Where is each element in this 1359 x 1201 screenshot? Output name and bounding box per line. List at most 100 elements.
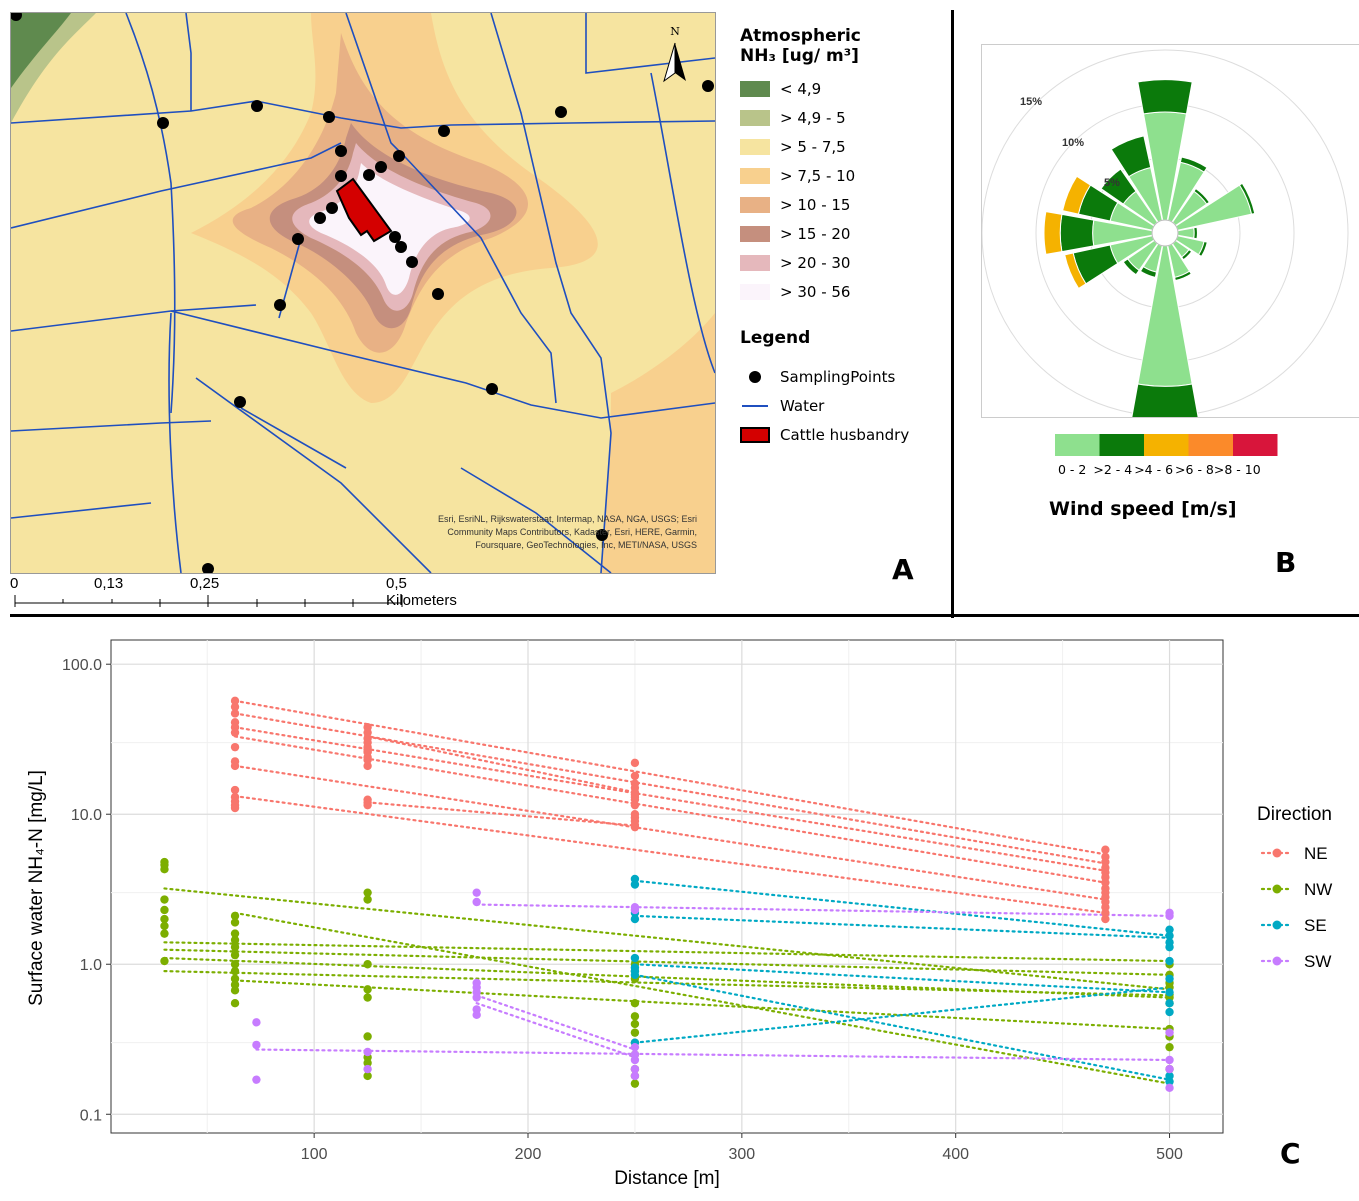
data-point-se — [1165, 1007, 1174, 1017]
water-line — [170, 310, 715, 419]
north-arrow-right-half — [675, 43, 686, 81]
sampling-point — [251, 100, 263, 112]
trend-line-nw — [163, 887, 1171, 991]
trend-line-nw — [163, 970, 1171, 997]
wind-bin-label: >6 - 8 — [1175, 462, 1214, 477]
panel-label-c: C — [1280, 1137, 1301, 1170]
north-arrow: N — [663, 25, 686, 83]
class-label: > 20 - 30 — [780, 253, 851, 272]
sampling-point — [157, 117, 169, 129]
data-point-se — [1165, 925, 1174, 934]
class-label: > 10 - 15 — [780, 195, 851, 214]
data-point-se — [630, 880, 640, 889]
wind-colorbar-swatch — [1099, 434, 1144, 456]
data-point-ne — [363, 745, 372, 754]
legend-key-point — [1272, 920, 1282, 930]
sampling-point — [292, 233, 304, 245]
data-point-ne — [630, 822, 640, 832]
wind-bin-label: >4 - 6 — [1134, 462, 1174, 477]
sampling-point — [375, 161, 387, 173]
trend-line-se — [633, 879, 1171, 937]
data-point-se — [1165, 988, 1174, 997]
class-label: > 30 - 56 — [780, 282, 851, 301]
data-point-ne — [230, 728, 240, 737]
sampling-point — [335, 145, 347, 157]
data-point-ne — [1101, 878, 1110, 887]
wind-petal-segment — [1043, 210, 1063, 256]
data-point-nw — [230, 966, 240, 976]
trend-line-sw — [255, 1048, 1171, 1062]
legend-label: Cattle husbandry — [780, 425, 910, 444]
x-tick-label: 100 — [301, 1146, 328, 1163]
data-point-nw — [1165, 1042, 1174, 1052]
data-point-ne — [1101, 845, 1110, 854]
wind-bin-label: >2 - 4 — [1093, 462, 1133, 477]
data-point-sw — [252, 1018, 261, 1027]
nh4-scatter-chart: 100 200 300 400 500 0.1 1.0 10.0 100.0 Distance … — [26, 639, 1332, 1189]
trend-line-nw — [233, 979, 1171, 1031]
horizontal-divider — [10, 614, 1359, 617]
trend-line-ne — [233, 735, 1107, 884]
water-line — [125, 13, 176, 414]
trend-line-ne — [233, 795, 1107, 914]
data-point-nw — [160, 865, 169, 874]
data-point-sw — [630, 1055, 640, 1065]
trend-line-nw — [163, 948, 1171, 976]
concentration-class: > 10 - 15 — [740, 190, 945, 219]
vertical-divider — [951, 10, 954, 618]
water-line — [11, 142, 342, 229]
wind-petal-segment — [1139, 265, 1158, 278]
data-point-nw — [630, 1019, 640, 1029]
wind-petal-segment — [1110, 135, 1152, 178]
sampling-point — [702, 80, 714, 92]
wind-colorbar-swatch — [1144, 434, 1189, 456]
data-point-sw — [630, 905, 640, 915]
wind-petal-segment — [1193, 187, 1211, 205]
water-network — [11, 13, 715, 573]
data-point-nw — [363, 960, 372, 969]
trend-line-se — [633, 914, 1171, 939]
data-point-sw — [630, 1071, 640, 1081]
data-point-sw — [472, 897, 481, 907]
sampling-point-symbol — [749, 370, 761, 383]
data-point-nw — [230, 950, 240, 960]
data-point-ne — [230, 803, 240, 813]
map-credits: Esri, EsriNL, Rijkswaterstaat, Intermap,… — [357, 513, 697, 552]
data-point-nw — [160, 895, 169, 904]
data-point-sw — [1165, 1064, 1174, 1074]
wind-colorbar-swatches — [1055, 434, 1278, 456]
water-line — [405, 157, 557, 404]
sampling-point — [202, 563, 214, 573]
concentration-class: > 7,5 - 10 — [740, 161, 945, 190]
sampling-point — [323, 111, 335, 123]
trend-line-ne — [366, 801, 637, 827]
legend-label-ne: NE — [1304, 844, 1328, 863]
class-label: > 15 - 20 — [780, 224, 851, 243]
data-point-nw — [230, 986, 240, 995]
trend-line-ne — [233, 764, 1107, 901]
sampling-point — [234, 396, 246, 408]
data-point-nw — [363, 993, 372, 1002]
sampling-point — [596, 529, 608, 541]
data-point-ne — [1101, 914, 1110, 924]
water-line — [185, 13, 192, 111]
data-point-nw — [630, 1012, 640, 1021]
data-point-ne — [1101, 908, 1110, 918]
data-point-se — [1165, 998, 1174, 1008]
data-point-nw — [230, 942, 240, 952]
ring-label-15: 15% — [1020, 96, 1042, 108]
ring-label-10: 10% — [1062, 137, 1084, 149]
data-point-ne — [230, 785, 240, 795]
concentration-class: > 20 - 30 — [740, 248, 945, 277]
data-point-nw — [160, 921, 169, 931]
legend-key-point — [1272, 848, 1282, 858]
water-line — [11, 420, 212, 432]
wind-petal-segment — [1238, 182, 1256, 215]
data-point-nw — [230, 935, 240, 945]
wind-petal-segment — [1127, 383, 1203, 441]
data-point-sw — [1165, 1055, 1174, 1065]
y-tick-label: 100.0 — [62, 657, 102, 674]
sampling-point — [486, 383, 498, 395]
water-line — [460, 467, 612, 573]
data-point-nw — [230, 929, 240, 938]
